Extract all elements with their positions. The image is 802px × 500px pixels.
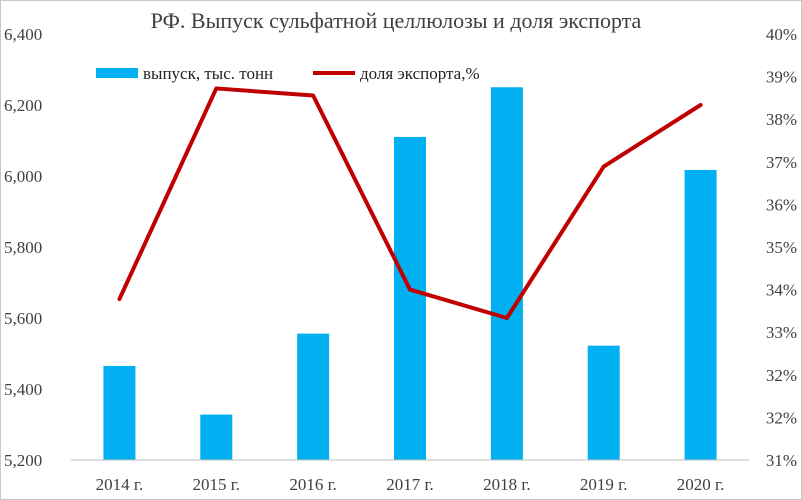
y-left-tick-label: 5,200 <box>4 451 42 470</box>
y-right-tick-label: 33% <box>766 323 797 342</box>
y-right-tick-label: 32% <box>766 408 797 427</box>
y-right-tick-label: 35% <box>766 238 797 257</box>
x-tick-label: 2016 г. <box>289 475 337 494</box>
bar-1 <box>200 414 233 460</box>
y-right-tick-label: 36% <box>766 195 797 214</box>
x-tick-label: 2018 г. <box>483 475 531 494</box>
legend-label-bar: выпуск, тыс. тонн <box>143 64 273 83</box>
bar-4 <box>490 87 523 460</box>
x-tick-label: 2015 г. <box>193 475 241 494</box>
bar-3 <box>394 136 426 460</box>
y-right-tick-label: 38% <box>766 110 797 129</box>
x-tick-label: 2020 г. <box>677 475 725 494</box>
chart-title: РФ. Выпуск сульфатной целлюлозы и доля э… <box>151 8 642 33</box>
bar-6 <box>684 169 717 460</box>
y-right-tick-label: 31% <box>766 451 797 470</box>
bar-2 <box>297 333 330 460</box>
x-tick-label: 2017 г. <box>386 475 434 494</box>
legend-label-line: доля экспорта,% <box>360 64 480 83</box>
x-tick-label: 2019 г. <box>580 475 628 494</box>
y-left-tick-label: 6,000 <box>4 167 42 186</box>
bar-5 <box>587 345 620 460</box>
y-left-tick-label: 6,400 <box>4 25 42 44</box>
y-left-tick-label: 6,200 <box>4 96 42 115</box>
x-axis: 2014 г. 2015 г. 2016 г. 2017 г. 2018 г. 2019 … <box>96 475 725 494</box>
y-right-tick-label: 37% <box>766 153 797 172</box>
y-right-tick-label: 39% <box>766 68 797 87</box>
y-right-tick-label: 40% <box>766 25 797 44</box>
y-axis-right: 31% 32% 32% 33% 34% 35% 36% 37% 38% 39% 40% <box>766 25 797 470</box>
bar-0 <box>103 365 136 460</box>
y-left-tick-label: 5,400 <box>4 380 42 399</box>
y-right-tick-label: 34% <box>766 281 797 300</box>
y-left-tick-label: 5,800 <box>4 238 42 257</box>
y-left-tick-label: 5,600 <box>4 309 42 328</box>
line-series <box>117 86 703 320</box>
legend: выпуск, тыс. тонн доля экспорта,% <box>96 64 480 83</box>
legend-swatch-bar <box>96 68 138 78</box>
y-axis-left: 5,200 5,400 5,600 5,800 6,000 6,200 6,400 <box>4 25 42 470</box>
bar-series <box>103 87 717 460</box>
x-tick-label: 2014 г. <box>96 475 144 494</box>
y-right-tick-label: 32% <box>766 366 797 385</box>
